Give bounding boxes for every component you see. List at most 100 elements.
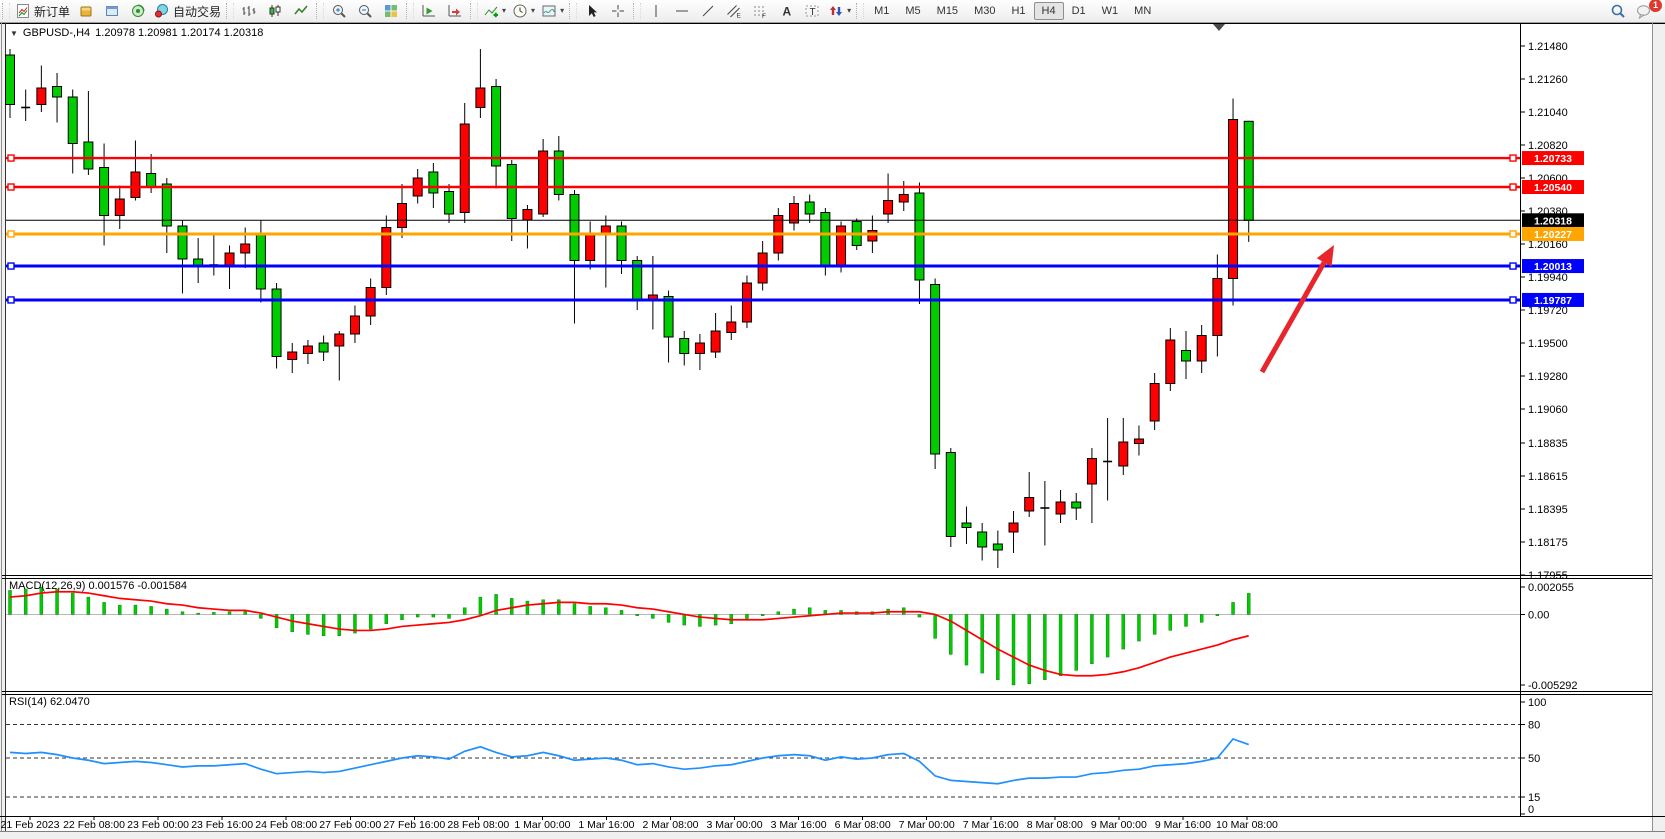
timeframe-button-h4[interactable]: H4 (1033, 2, 1064, 20)
candle (1055, 501, 1066, 515)
candle (287, 351, 298, 360)
candle (302, 345, 313, 354)
macd-histogram-bar (807, 607, 812, 615)
level-handle[interactable] (7, 230, 15, 238)
trendline-icon (700, 3, 716, 19)
candle (585, 234, 596, 261)
navigator-button[interactable] (125, 1, 151, 21)
zoom-in-button[interactable] (326, 1, 352, 21)
level-handle[interactable] (1509, 296, 1517, 304)
timeframe-button-d1[interactable]: D1 (1071, 5, 1086, 17)
text-label-button[interactable]: T (799, 1, 825, 21)
fibonacci-button[interactable]: F (747, 1, 773, 21)
search-icon (1610, 3, 1626, 19)
timeframe-button-m15[interactable]: M15 (936, 5, 959, 17)
bars-icon (241, 3, 257, 19)
green-radar-icon (130, 3, 146, 19)
candle (5, 54, 15, 105)
macd-histogram-bar (1137, 614, 1141, 642)
level-handle[interactable] (7, 296, 15, 304)
level-handle[interactable] (1509, 230, 1517, 238)
candle (553, 150, 564, 195)
bar-chart-button[interactable] (236, 1, 262, 21)
trend-arrow-head[interactable] (1316, 245, 1334, 267)
indicators-button[interactable]: ▾ (480, 1, 509, 21)
channel-button[interactable]: E (721, 1, 747, 21)
cursor-button[interactable] (579, 1, 605, 21)
candle (114, 198, 125, 216)
time-label: 1 Mar 16:00 (578, 819, 634, 831)
rsi-tick-label: 50 (1528, 753, 1540, 765)
line-chart-button[interactable] (288, 1, 314, 21)
macd-histogram-bar (760, 614, 765, 616)
svg-text:A: A (783, 5, 792, 19)
rsi-line (9, 737, 1250, 785)
fibo-icon: F (752, 3, 768, 19)
level-handle[interactable] (1509, 262, 1517, 270)
one-click-trading-toggle-icon[interactable]: ▼ (10, 28, 18, 38)
candle (381, 227, 392, 288)
crosshair-button[interactable] (605, 1, 631, 21)
candle (177, 225, 188, 260)
new-order-button[interactable]: 新订单 (12, 1, 73, 21)
auto-trading-button[interactable]: 自动交易 (151, 1, 224, 21)
macd-histogram-bar (949, 614, 953, 655)
timeframe-button-h1[interactable]: H1 (1011, 5, 1026, 17)
macd-histogram-bar (666, 614, 671, 623)
timeframe-button-mn[interactable]: MN (1134, 5, 1152, 17)
tile-windows-button[interactable] (378, 1, 404, 21)
search-button[interactable] (1605, 1, 1631, 21)
timeframe-button-m30[interactable]: M30 (974, 5, 996, 17)
toolbar: 新订单 自动交易 ▾ ▾ ▾ E F A T ▾ M1 M5 M15 M30 H1 H4 D1 W1 MN 1 (0, 0, 1665, 23)
macd-histogram-bar (1184, 614, 1188, 627)
vertical-line-button[interactable] (643, 1, 669, 21)
chart-shift-button[interactable] (442, 1, 468, 21)
candle (318, 342, 329, 353)
candle (146, 173, 157, 188)
templates-button[interactable]: ▾ (538, 1, 567, 21)
level-handle[interactable] (7, 183, 15, 191)
level-handle[interactable] (1509, 154, 1517, 162)
time-label: 6 Mar 08:00 (835, 819, 891, 831)
macd-histogram-bar (23, 588, 28, 615)
candle (914, 192, 925, 281)
candle (506, 164, 517, 219)
horizontal-line-button[interactable] (669, 1, 695, 21)
trend-arrow-shaft[interactable] (1259, 261, 1327, 374)
macd-histogram-bar (400, 614, 404, 620)
level-handle[interactable] (7, 154, 15, 162)
auto-scroll-button[interactable] (416, 1, 442, 21)
level-handle[interactable] (1509, 183, 1517, 191)
candle (1086, 458, 1097, 485)
zoom-out-button[interactable] (352, 1, 378, 21)
candle (867, 230, 878, 242)
data-window-button[interactable] (99, 1, 125, 21)
market-watch-button[interactable] (73, 1, 99, 21)
candle (491, 86, 502, 167)
chat-button[interactable]: 1 (1631, 0, 1662, 21)
toolbar-group-grip (226, 3, 235, 19)
price-tick-label: 1.21480 (1528, 41, 1568, 53)
periods-button[interactable]: ▾ (509, 1, 538, 21)
candle (1024, 497, 1035, 512)
macd-histogram-bar (1058, 614, 1063, 676)
macd-histogram-bar (463, 607, 467, 615)
timeframe-button-m1[interactable]: M1 (874, 5, 890, 17)
level-handle[interactable] (7, 262, 15, 270)
timeframe-button-m5[interactable]: M5 (905, 5, 921, 17)
chart-shift-marker[interactable] (1213, 24, 1225, 31)
candlestick-chart-button[interactable] (262, 1, 288, 21)
macd-histogram-bar (259, 614, 263, 619)
macd-histogram-bar (510, 598, 514, 615)
macd-histogram-bar (651, 614, 655, 619)
timeframe-button-w1[interactable]: W1 (1101, 5, 1119, 17)
chart-background (0, 23, 1665, 839)
cursor-icon (584, 3, 600, 19)
arrows-button[interactable]: ▾ (825, 1, 854, 21)
candle (52, 86, 63, 98)
trendline-button[interactable] (695, 1, 721, 21)
text-button[interactable]: A (773, 1, 799, 21)
macd-histogram-bar (541, 599, 545, 615)
price-level-badge-label: 1.20227 (1534, 229, 1572, 241)
